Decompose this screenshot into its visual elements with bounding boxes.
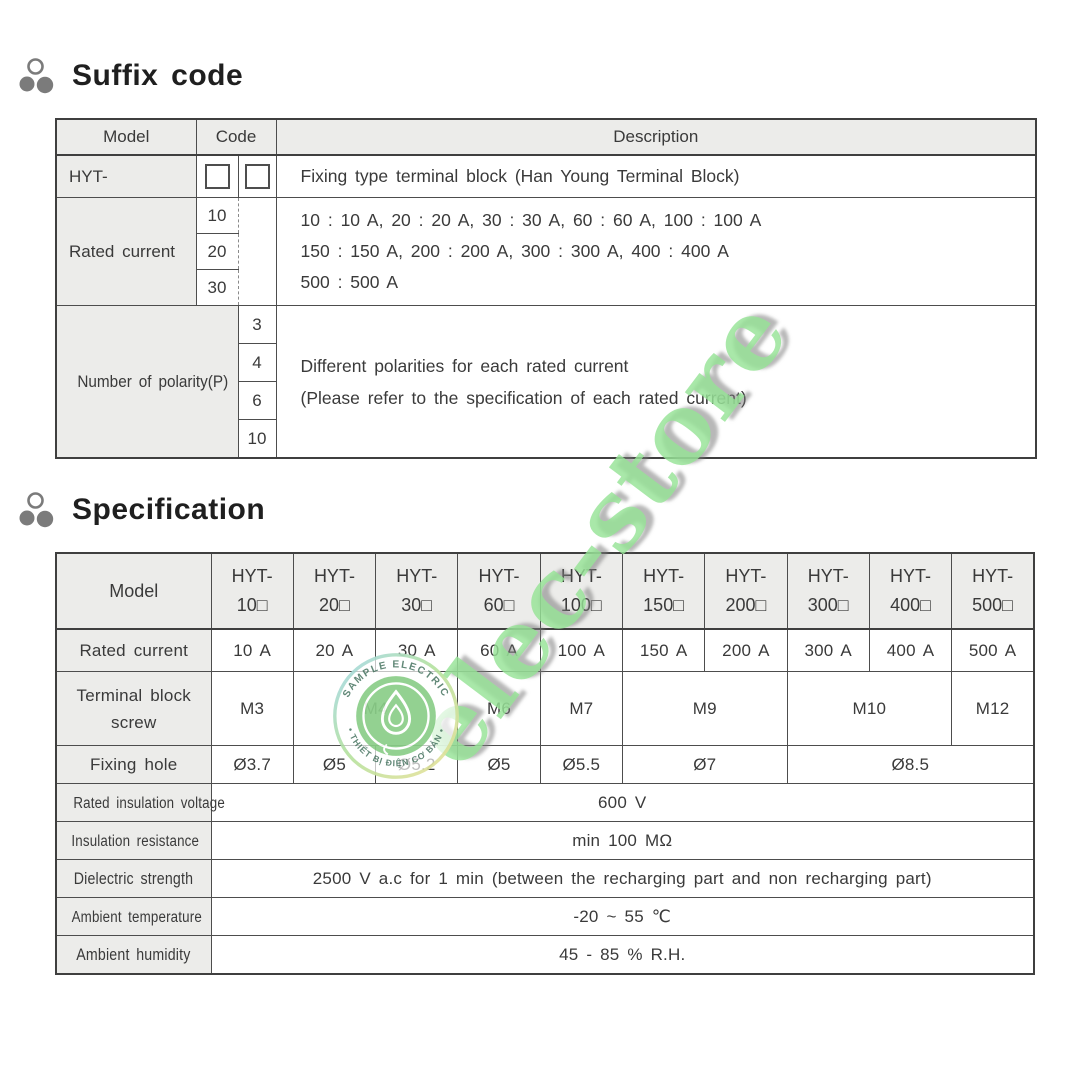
spec-model-label: Model xyxy=(55,552,212,630)
rated-current-desc-line1: 10 : 10 A, 20 : 20 A, 30 : 30 A, 60 : 60… xyxy=(300,210,762,230)
suffix-model-value: HYT- xyxy=(55,154,197,198)
hole-7: Ø8.5 xyxy=(786,745,1035,784)
hole-5: Ø5.5 xyxy=(539,745,623,784)
rated-current-200: 200 A xyxy=(704,628,788,672)
spec-section-heading: Specification xyxy=(14,488,265,532)
polarity-code-4: 4 xyxy=(237,343,277,382)
polarity-desc-line2: (Please refer to the specification of ea… xyxy=(300,387,747,408)
specification-table: Model HYT- 10□ HYT- 20□ HYT- 30□ HYT- 60□ HY… xyxy=(55,552,1035,975)
code-placeholder-box-icon xyxy=(204,164,230,189)
dielectric-strength-value: 2500 V a.c for 1 min (between the rechar… xyxy=(210,859,1035,898)
suffix-header-code: Code xyxy=(195,118,277,156)
screw-m6: M6 xyxy=(457,671,541,746)
model-col-hyt100: HYT- 100□ xyxy=(539,552,623,630)
model-col-hyt300: HYT- 300□ xyxy=(786,552,870,630)
rated-current-300: 300 A xyxy=(786,628,870,672)
suffix-header-description: Description xyxy=(275,118,1037,156)
screw-m9: M9 xyxy=(621,671,788,746)
ambient-temperature-label: Ambient temperature xyxy=(55,897,212,936)
insulation-voltage-row: Rated insulation voltage 600 V xyxy=(55,783,1035,822)
rated-current-code-30: 30 xyxy=(195,269,239,306)
model-col-hyt400: HYT- 400□ xyxy=(868,552,953,630)
three-circles-icon xyxy=(19,58,54,94)
polarity-code-3: 3 xyxy=(237,305,277,344)
polarity-label: Number of polarity(P) xyxy=(55,305,239,459)
rated-current-row: Rated current 10 A 20 A 30 A 60 A 100 A … xyxy=(55,628,1035,672)
insulation-resistance-row: Insulation resistance min 100 MΩ xyxy=(55,821,1035,860)
polarity-code-10: 10 xyxy=(237,419,277,459)
fixing-hole-row: Fixing hole Ø3.7 Ø5 Ø5.2 Ø5 Ø5.5 Ø7 Ø8.5 xyxy=(55,745,1035,784)
ambient-temperature-value: -20 ~ 55 ℃ xyxy=(210,897,1035,936)
rated-current-400: 400 A xyxy=(868,628,953,672)
model-col-hyt20: HYT- 20□ xyxy=(292,552,377,630)
ambient-humidity-label: Ambient humidity xyxy=(55,935,212,975)
screw-m12: M12 xyxy=(951,671,1035,746)
suffix-section-heading: Suffix code xyxy=(14,54,243,98)
model-col-hyt10: HYT- 10□ xyxy=(210,552,294,630)
model-col-hyt60: HYT- 60□ xyxy=(457,552,541,630)
fixing-hole-label: Fixing hole xyxy=(55,745,212,784)
rated-current-30: 30 A xyxy=(375,628,459,672)
suffix-section-title: Suffix code xyxy=(72,59,244,92)
suffix-code-table: Model Code Description HYT- Fixing type … xyxy=(55,118,1038,459)
hole-6: Ø7 xyxy=(621,745,788,784)
screw-m10: M10 xyxy=(786,671,953,746)
screw-m3: M3 xyxy=(210,671,294,746)
rated-current-500: 500 A xyxy=(951,628,1035,672)
rated-current-150: 150 A xyxy=(621,628,706,672)
dielectric-strength-label: Dielectric strength xyxy=(55,859,212,898)
hole-3: Ø5.2 xyxy=(375,745,459,784)
rated-current-code-spacer xyxy=(237,197,277,306)
hole-2: Ø5 xyxy=(292,745,377,784)
spec-rated-current-label: Rated current xyxy=(55,628,212,672)
rated-current-100: 100 A xyxy=(539,628,623,672)
code-box-cell-2 xyxy=(237,154,277,198)
model-col-hyt30: HYT- 30□ xyxy=(375,552,459,630)
ambient-temperature-row: Ambient temperature -20 ~ 55 ℃ xyxy=(55,897,1035,936)
code-box-cell-1 xyxy=(195,154,239,198)
screw-m4: M4 xyxy=(292,671,459,746)
insulation-voltage-value: 600 V xyxy=(210,783,1035,822)
model-col-hyt500: HYT- 500□ xyxy=(951,552,1035,630)
ambient-humidity-value: 45 - 85 % R.H. xyxy=(210,935,1035,975)
screw-m7: M7 xyxy=(539,671,623,746)
three-circles-icon xyxy=(19,492,54,528)
polarity-code-6: 6 xyxy=(237,381,277,420)
rated-current-code-10: 10 xyxy=(195,197,239,234)
insulation-resistance-value: min 100 MΩ xyxy=(210,821,1035,860)
rated-current-label: Rated current xyxy=(55,197,197,306)
hole-1: Ø3.7 xyxy=(210,745,294,784)
code-placeholder-box-icon xyxy=(244,164,270,189)
rated-current-desc-line3: 500 : 500 A xyxy=(300,272,399,292)
terminal-screw-label: Terminal block screw xyxy=(55,671,212,746)
model-col-hyt200: HYT- 200□ xyxy=(704,552,788,630)
spec-section-title: Specification xyxy=(72,493,266,526)
insulation-resistance-label: Insulation resistance xyxy=(55,821,212,860)
hole-4: Ø5 xyxy=(457,745,541,784)
insulation-voltage-label: Rated insulation voltage xyxy=(55,783,225,822)
rated-current-10: 10 A xyxy=(210,628,294,672)
suffix-header-model: Model xyxy=(55,118,197,156)
rated-current-desc-line2: 150 : 150 A, 200 : 200 A, 300 : 300 A, 4… xyxy=(300,241,729,261)
terminal-screw-row: Terminal block screw M3 M4 M6 M7 M9 M10 … xyxy=(55,671,1035,746)
ambient-humidity-row: Ambient humidity 45 - 85 % R.H. xyxy=(55,935,1035,975)
dielectric-strength-row: Dielectric strength 2500 V a.c for 1 min… xyxy=(55,859,1035,898)
model-col-hyt150: HYT- 150□ xyxy=(621,552,706,630)
rated-current-20: 20 A xyxy=(292,628,377,672)
polarity-desc-line1: Different polarities for each rated curr… xyxy=(300,355,629,376)
suffix-model-description: Fixing type terminal block (Han Young Te… xyxy=(275,154,1037,198)
polarity-description: Different polarities for each rated curr… xyxy=(275,305,1037,459)
rated-current-description: 10 : 10 A, 20 : 20 A, 30 : 30 A, 60 : 60… xyxy=(275,197,1037,306)
rated-current-60: 60 A xyxy=(457,628,541,672)
rated-current-code-20: 20 xyxy=(195,233,239,270)
